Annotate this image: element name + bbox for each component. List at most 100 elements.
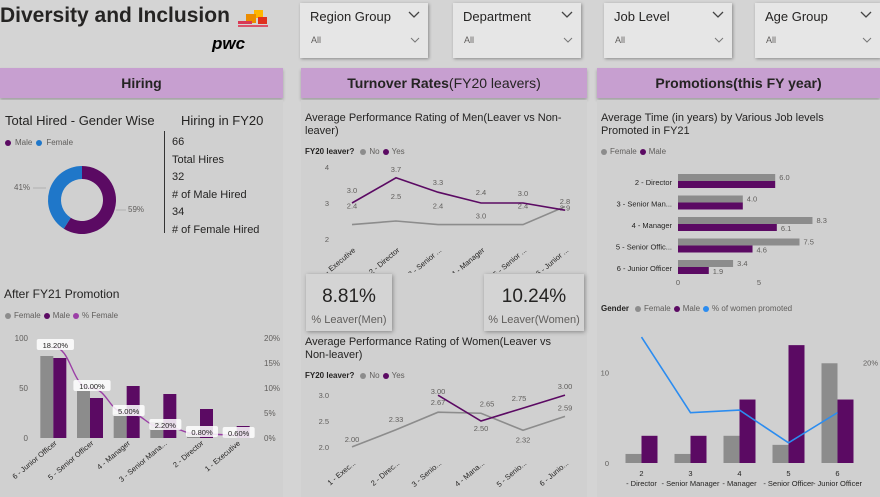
legend-no: No xyxy=(369,371,380,380)
y-tick-label: 3.0 xyxy=(319,391,329,400)
job-level-slicer[interactable]: Job Level All xyxy=(604,3,732,58)
line-no[interactable] xyxy=(351,205,566,226)
bar-male[interactable] xyxy=(53,358,67,438)
avg-time-title: Average Time (in years) by Various Job l… xyxy=(601,112,824,137)
chevron-down-icon[interactable] xyxy=(860,11,872,19)
slicer-value[interactable]: All xyxy=(464,35,475,45)
x-tick-label: 1 - Exec... xyxy=(326,459,358,488)
line-no[interactable] xyxy=(351,411,566,448)
y-tick-label: 6 - Junior Officer xyxy=(617,264,673,273)
chevron-down-icon[interactable] xyxy=(712,11,724,19)
y-tick-label: 4 - Manager xyxy=(632,221,673,230)
point-label: 2.59 xyxy=(558,403,573,412)
chevron-down-icon[interactable] xyxy=(714,37,724,43)
data-label: 1.9 xyxy=(713,267,723,276)
turnover-header: Turnover Rates(FY20 leavers) xyxy=(301,68,587,98)
bar-female[interactable] xyxy=(625,453,642,463)
legend-dot-icon xyxy=(5,139,11,146)
bar-female[interactable] xyxy=(821,363,838,463)
x-tick-label: 1 - Executive xyxy=(203,439,242,474)
y2-tick-label: 10% xyxy=(264,384,280,393)
legend-dot-icon xyxy=(5,312,11,319)
chevron-down-icon[interactable] xyxy=(563,37,573,43)
male-hired-value: 32 xyxy=(172,171,185,183)
hiring-header: Hiring xyxy=(0,68,283,98)
x-tick-label: 5 - Senio... xyxy=(495,459,529,489)
bar-male[interactable] xyxy=(678,181,776,188)
pwc-logo: pwc xyxy=(210,8,270,53)
point-label: 2.4 xyxy=(476,188,486,197)
stat-divider xyxy=(164,131,165,233)
age-group-slicer[interactable]: Age Group All xyxy=(755,3,880,58)
slicer-label: Department xyxy=(463,9,531,24)
region-group-slicer[interactable]: Region Group All xyxy=(300,3,428,58)
bar-female[interactable] xyxy=(678,260,734,267)
bar-female[interactable] xyxy=(40,356,54,438)
bar-female[interactable] xyxy=(678,174,776,181)
avg-time-legend: Female Male xyxy=(601,147,666,156)
fy20-stats: 66 Total Hires 32 # of Male Hired 34 # o… xyxy=(172,134,259,239)
slicer-value[interactable]: All xyxy=(311,35,322,45)
bar-male[interactable] xyxy=(678,224,777,231)
x-tick-label: 5- Senior Officer xyxy=(763,469,814,488)
x-tick-label: 5 - Senior ... xyxy=(491,246,528,273)
bar-male[interactable] xyxy=(678,245,753,253)
donut-slice-male[interactable] xyxy=(63,166,116,234)
bar-female[interactable] xyxy=(772,444,789,463)
bar-male[interactable] xyxy=(90,398,103,438)
perf-women-chart[interactable]: 2.0 2.5 3.0 2.00 2.33 2.67 2.65 2.32 2.59 3.00 2.5… xyxy=(301,380,587,497)
bar-female[interactable] xyxy=(723,435,740,463)
y2-tick-label: 20% xyxy=(863,358,878,367)
slicer-value[interactable]: All xyxy=(615,35,626,45)
donut-slice-female[interactable] xyxy=(48,166,82,229)
gender-donut-chart[interactable]: 59% 41% xyxy=(0,150,165,250)
chevron-down-icon[interactable] xyxy=(561,11,573,19)
slicer-label: Age Group xyxy=(765,9,828,24)
total-hires-label: Total Hires xyxy=(172,153,224,166)
line-yes[interactable] xyxy=(437,394,566,422)
data-label: 3.4 xyxy=(737,259,747,268)
x-tick-label: 3 - Senio... xyxy=(410,459,444,489)
bar-female[interactable] xyxy=(678,195,743,203)
x-tick-label: 2 - Director xyxy=(367,245,402,273)
line-yes[interactable] xyxy=(351,176,566,211)
legend-male: Male xyxy=(15,138,33,147)
data-label-bg xyxy=(112,405,145,416)
bar-female[interactable] xyxy=(674,453,691,463)
bar-male[interactable] xyxy=(678,267,709,274)
slicer-label: Region Group xyxy=(310,9,391,24)
gender-combo-legend: Gender Female Male % of women promoted xyxy=(601,304,792,313)
bar-female[interactable] xyxy=(678,238,800,246)
bar-male[interactable] xyxy=(788,345,805,463)
bar-female[interactable] xyxy=(113,414,127,438)
y-tick-label: 3 - Senior Man... xyxy=(617,200,672,209)
avg-time-chart[interactable]: 2 - Director 6.0 3 - Senior Man... 4.0 4 - M… xyxy=(597,160,880,290)
point-label: 3.0 xyxy=(518,189,528,198)
chevron-down-icon[interactable] xyxy=(410,37,420,43)
bar-male[interactable] xyxy=(690,435,707,463)
legend-dot-icon xyxy=(43,312,50,319)
bar-male[interactable] xyxy=(641,435,658,463)
chevron-down-icon[interactable] xyxy=(862,37,872,43)
bar-male[interactable] xyxy=(739,399,756,463)
bar-female[interactable] xyxy=(77,391,90,438)
chevron-down-icon[interactable] xyxy=(408,11,420,19)
slicer-value[interactable]: All xyxy=(766,35,777,45)
bar-male[interactable] xyxy=(163,394,177,438)
data-label: 4.0 xyxy=(747,195,757,204)
bar-female[interactable] xyxy=(678,217,813,224)
pct-women-promoted-line[interactable] xyxy=(640,336,838,444)
y-tick-label: 2 - Director xyxy=(635,178,673,187)
department-slicer[interactable]: Department All xyxy=(453,3,581,58)
x-tick-label: 6 - Junio... xyxy=(538,459,571,488)
legend-male: Male xyxy=(682,304,701,313)
legend-dot-icon xyxy=(673,305,680,312)
data-label: 10.00% xyxy=(79,382,105,391)
bar-male[interactable] xyxy=(678,202,743,210)
point-label: 2.4 xyxy=(433,202,443,211)
bar-male[interactable] xyxy=(837,399,854,463)
perf-men-chart[interactable]: 2 3 4 2.4 2.5 2.4 3.0 2.4 2.9 3.0 3.7 3.3 2.4 3.0 2.8 1… xyxy=(301,158,587,273)
data-label-bg xyxy=(186,426,218,437)
